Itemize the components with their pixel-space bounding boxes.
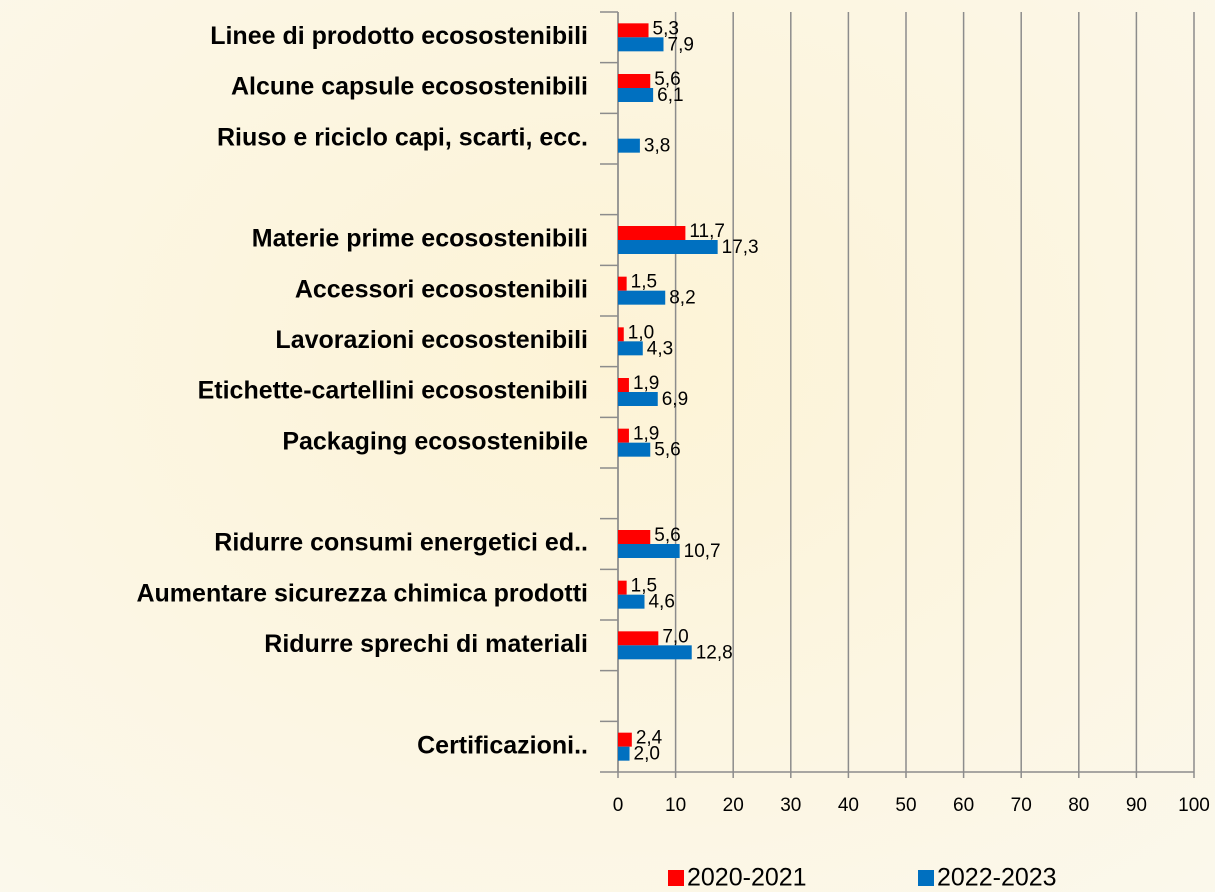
x-tick-label: 0 (613, 795, 624, 816)
bar (618, 580, 627, 595)
value-label: 1,5 (631, 576, 657, 597)
x-tick-label: 50 (895, 795, 916, 816)
x-tick-label: 60 (953, 795, 974, 816)
legend-swatch (668, 870, 684, 886)
value-label: 11,7 (689, 221, 725, 242)
value-label: 2,0 (634, 744, 660, 765)
bar (618, 327, 624, 342)
category-label: Etichette-cartellini ecosostenibili (198, 377, 588, 405)
x-tick-label: 90 (1126, 795, 1147, 816)
bar (618, 37, 664, 52)
value-label: 7,0 (662, 626, 688, 647)
category-label: Riuso e riciclo capi, scarti, ecc. (217, 123, 588, 151)
bar (618, 226, 686, 240)
value-label: 12,8 (696, 642, 733, 663)
category-label: Materie prime ecosostenibili (252, 225, 588, 253)
bar (618, 530, 651, 544)
category-label: Ridurre consumi energetici ed.. (214, 529, 588, 557)
category-label: Accessori ecosostenibili (295, 275, 588, 303)
value-label: 1,5 (631, 272, 657, 293)
value-label: 7,9 (668, 34, 694, 55)
x-tick-label: 20 (723, 795, 744, 816)
bar (618, 74, 651, 88)
bar (618, 746, 630, 761)
value-label: 5,6 (654, 69, 680, 90)
category-label: Linee di prodotto ecosostenibili (210, 22, 588, 50)
value-label: 5,6 (654, 525, 680, 546)
value-label: 8,2 (669, 288, 695, 309)
bar (618, 290, 666, 305)
x-tick-label: 80 (1068, 795, 1089, 816)
legend-label: 2022-2023 (937, 864, 1057, 892)
bar (618, 240, 718, 254)
value-label: 6,1 (657, 85, 683, 106)
value-label: 1,0 (628, 322, 654, 343)
bar (618, 428, 629, 443)
bar (618, 442, 651, 457)
category-label: Lavorazioni ecosostenibili (275, 326, 588, 354)
value-label: 17,3 (722, 237, 759, 258)
value-label: 5,3 (653, 18, 679, 39)
x-tick-label: 40 (838, 795, 859, 816)
value-label: 2,4 (636, 728, 663, 749)
legend-swatch (918, 870, 934, 886)
value-label: 5,6 (654, 440, 680, 461)
legend-label: 2020-2021 (687, 864, 807, 892)
bar (618, 138, 640, 153)
value-label: 4,3 (647, 338, 673, 359)
value-label: 4,6 (648, 592, 674, 613)
x-tick-label: 10 (665, 795, 686, 816)
x-tick-label: 70 (1011, 795, 1032, 816)
category-label: Alcune capsule ecosostenibili (231, 73, 588, 101)
category-label: Packaging ecosostenibile (282, 427, 588, 455)
bar (618, 23, 649, 38)
value-label: 6,9 (662, 389, 688, 410)
bar (618, 341, 643, 356)
bar (618, 732, 632, 747)
x-tick-label: 100 (1178, 795, 1210, 816)
x-tick-label: 30 (780, 795, 801, 816)
bar (618, 378, 629, 392)
bar (618, 645, 692, 660)
bar (618, 392, 658, 406)
value-label: 3,8 (644, 136, 670, 157)
category-label: Ridurre sprechi di materiali (264, 630, 588, 658)
bar (618, 594, 645, 609)
category-label: Aumentare sicurezza chimica prodotti (136, 579, 588, 607)
bar (618, 544, 680, 558)
bar (618, 88, 654, 102)
bar (618, 276, 627, 291)
bar (618, 631, 659, 646)
value-label: 10,7 (684, 541, 721, 562)
value-label: 1,9 (633, 373, 659, 394)
value-label: 1,9 (633, 424, 659, 445)
category-label: Certificazioni.. (417, 731, 588, 759)
